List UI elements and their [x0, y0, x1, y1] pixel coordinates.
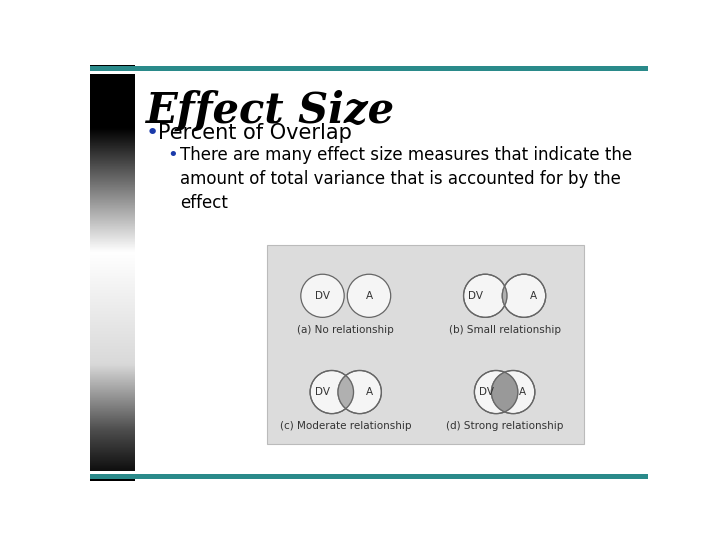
Text: (c) Moderate relationship: (c) Moderate relationship	[280, 421, 412, 431]
Text: (b) Small relationship: (b) Small relationship	[449, 325, 561, 335]
Circle shape	[301, 274, 344, 318]
Bar	[90, 65, 648, 71]
Circle shape	[464, 274, 507, 318]
Text: Percent of Overlap: Percent of Overlap	[158, 123, 352, 143]
Text: (d) Strong relationship: (d) Strong relationship	[446, 421, 563, 431]
Text: There are many effect size measures that indicate the
amount of total variance t: There are many effect size measures that…	[180, 146, 632, 212]
Text: DV: DV	[315, 387, 330, 397]
Text: A: A	[366, 387, 373, 397]
Text: DV: DV	[479, 387, 494, 397]
Polygon shape	[503, 286, 507, 306]
Text: DV: DV	[315, 291, 330, 301]
Text: Effect Size: Effect Size	[145, 90, 395, 131]
Text: A: A	[530, 291, 537, 301]
Text: (a) No relationship: (a) No relationship	[297, 325, 394, 335]
Polygon shape	[338, 375, 354, 409]
Circle shape	[338, 370, 382, 414]
Text: A: A	[519, 387, 526, 397]
Text: DV: DV	[468, 291, 483, 301]
Circle shape	[474, 370, 518, 414]
Circle shape	[347, 274, 391, 318]
Circle shape	[310, 370, 354, 414]
Text: •: •	[145, 123, 159, 143]
Bar	[90, 470, 648, 474]
Text: A: A	[366, 291, 372, 301]
Bar	[90, 71, 648, 74]
Text: •: •	[168, 146, 179, 164]
Polygon shape	[492, 372, 518, 412]
Bar	[90, 474, 648, 479]
Circle shape	[492, 370, 535, 414]
Circle shape	[503, 274, 546, 318]
Bar	[266, 245, 585, 444]
